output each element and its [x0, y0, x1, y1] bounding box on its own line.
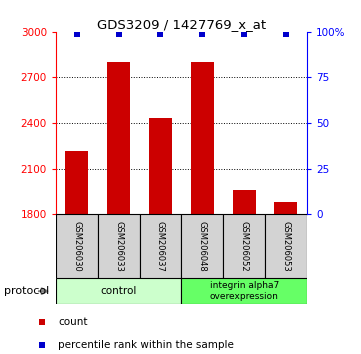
- Bar: [107, 62, 130, 214]
- Bar: [191, 62, 214, 214]
- Bar: [65, 151, 88, 214]
- Text: GSM206030: GSM206030: [72, 221, 81, 272]
- Bar: [274, 202, 297, 214]
- FancyBboxPatch shape: [98, 214, 140, 278]
- FancyBboxPatch shape: [56, 214, 98, 278]
- Text: GSM206033: GSM206033: [114, 221, 123, 272]
- Title: GDS3209 / 1427769_x_at: GDS3209 / 1427769_x_at: [97, 18, 266, 31]
- Text: count: count: [58, 316, 88, 327]
- FancyBboxPatch shape: [56, 278, 181, 304]
- FancyBboxPatch shape: [181, 278, 307, 304]
- Bar: [232, 190, 256, 214]
- FancyBboxPatch shape: [140, 214, 181, 278]
- FancyBboxPatch shape: [223, 214, 265, 278]
- Text: GSM206037: GSM206037: [156, 221, 165, 272]
- FancyBboxPatch shape: [181, 214, 223, 278]
- Text: control: control: [100, 286, 137, 296]
- Text: percentile rank within the sample: percentile rank within the sample: [58, 339, 234, 350]
- Bar: [149, 119, 172, 214]
- FancyBboxPatch shape: [265, 214, 307, 278]
- Text: protocol: protocol: [4, 286, 49, 296]
- Text: integrin alpha7
overexpression: integrin alpha7 overexpression: [209, 281, 279, 301]
- Text: GSM206052: GSM206052: [240, 221, 249, 272]
- Text: GSM206053: GSM206053: [282, 221, 291, 272]
- Text: GSM206048: GSM206048: [198, 221, 207, 272]
